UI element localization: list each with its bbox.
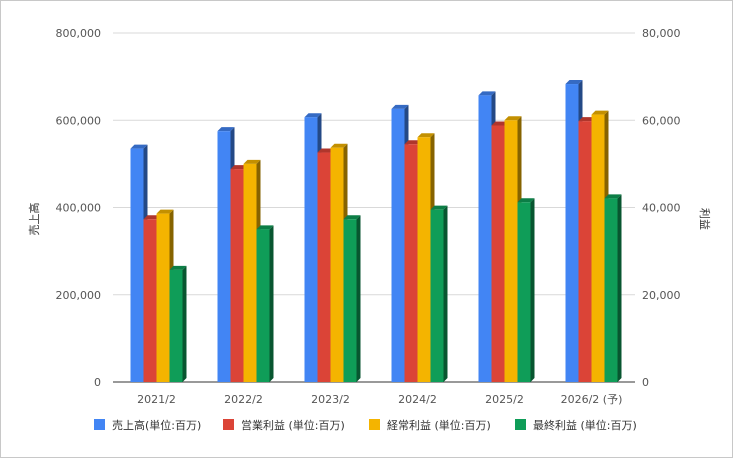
bar-top — [317, 148, 335, 153]
bar — [143, 219, 157, 382]
bar-top — [256, 225, 274, 230]
bar-side — [617, 194, 622, 382]
legend-swatch — [223, 419, 234, 430]
bar-top — [504, 116, 522, 121]
x-tick-label: 2025/2 — [485, 393, 524, 406]
right-tick-label: 0 — [642, 376, 649, 389]
legend-label: 売上高(単位:百万) — [112, 418, 201, 432]
x-tick-label: 2022/2 — [224, 393, 263, 406]
bar — [156, 213, 170, 382]
legend: 売上高(単位:百万) 営業利益 (単位:百万) 経常利益 (単位:百万) 最終利益 (… — [94, 418, 637, 432]
bar — [169, 269, 183, 382]
legend-swatch — [515, 419, 526, 430]
bar-top — [391, 104, 409, 109]
bar — [591, 114, 605, 383]
left-tick-label: 400,000 — [56, 202, 102, 215]
gridlines — [113, 32, 635, 383]
bar — [417, 137, 431, 382]
bar — [578, 121, 592, 382]
bar — [330, 147, 344, 382]
bar-top — [217, 127, 235, 132]
bar-top — [243, 159, 261, 164]
bar-side — [182, 265, 187, 382]
bar-top — [517, 198, 535, 203]
bar — [504, 120, 518, 382]
bar-top — [404, 140, 422, 145]
bar — [217, 131, 231, 382]
left-tick-label: 600,000 — [56, 114, 102, 127]
bar — [304, 117, 318, 382]
bar — [230, 169, 244, 382]
right-axis-ticks: 0 20,000 40,000 60,000 80,000 — [642, 27, 681, 389]
bar-top — [169, 265, 187, 270]
bar-top — [591, 110, 609, 115]
right-tick-label: 80,000 — [642, 27, 681, 40]
bar-top — [143, 215, 161, 220]
left-axis-title: 売上高 — [27, 203, 41, 236]
legend-label: 経常利益 (単位:百万) — [387, 418, 491, 432]
bar — [478, 95, 492, 382]
bar-top — [156, 209, 174, 214]
bar — [256, 229, 270, 382]
bar — [243, 163, 257, 382]
bar-top — [478, 91, 496, 96]
bar-top — [304, 113, 322, 118]
bar-top — [417, 133, 435, 138]
legend-label: 営業利益 (単位:百万) — [241, 418, 345, 432]
bar-side — [443, 205, 448, 382]
bar-top — [343, 215, 361, 220]
bars — [130, 80, 622, 383]
legend-label: 最終利益 (単位:百万) — [533, 418, 637, 432]
bar-top — [578, 117, 596, 122]
x-tick-label: 2026/2 (予) — [561, 393, 623, 406]
left-tick-label: 0 — [94, 376, 101, 389]
left-tick-label: 800,000 — [56, 27, 102, 40]
bar — [491, 125, 505, 383]
x-tick-label: 2024/2 — [398, 393, 437, 406]
right-tick-label: 40,000 — [642, 202, 681, 215]
left-tick-label: 200,000 — [56, 289, 102, 302]
bar — [430, 209, 444, 382]
bar — [604, 198, 618, 382]
right-axis-title: 利益 — [698, 208, 712, 230]
bar-top — [565, 80, 583, 85]
bar-top — [430, 205, 448, 210]
bar — [517, 202, 531, 382]
right-tick-label: 20,000 — [642, 289, 681, 302]
bar-side — [356, 215, 361, 382]
x-axis-ticks: 2021/2 2022/2 2023/2 2024/2 2025/2 2026/2 (予) — [137, 393, 622, 406]
bar — [565, 84, 579, 382]
bar — [317, 152, 331, 382]
legend-swatch — [369, 419, 380, 430]
bar-top — [230, 165, 248, 170]
left-axis-ticks: 0 200,000 400,000 600,000 800,000 — [56, 27, 102, 389]
legend-swatch — [94, 419, 105, 430]
bar-top — [130, 144, 148, 149]
bar — [404, 144, 418, 382]
bar-side — [530, 198, 535, 382]
x-tick-label: 2021/2 — [137, 393, 176, 406]
bar — [391, 108, 405, 382]
right-tick-label: 60,000 — [642, 114, 681, 127]
bar-side — [269, 225, 274, 382]
bar-top — [491, 121, 509, 126]
x-tick-label: 2023/2 — [311, 393, 350, 406]
bar-top — [604, 194, 622, 199]
bar-top — [330, 143, 348, 148]
bar — [343, 219, 357, 382]
bar — [130, 148, 144, 382]
